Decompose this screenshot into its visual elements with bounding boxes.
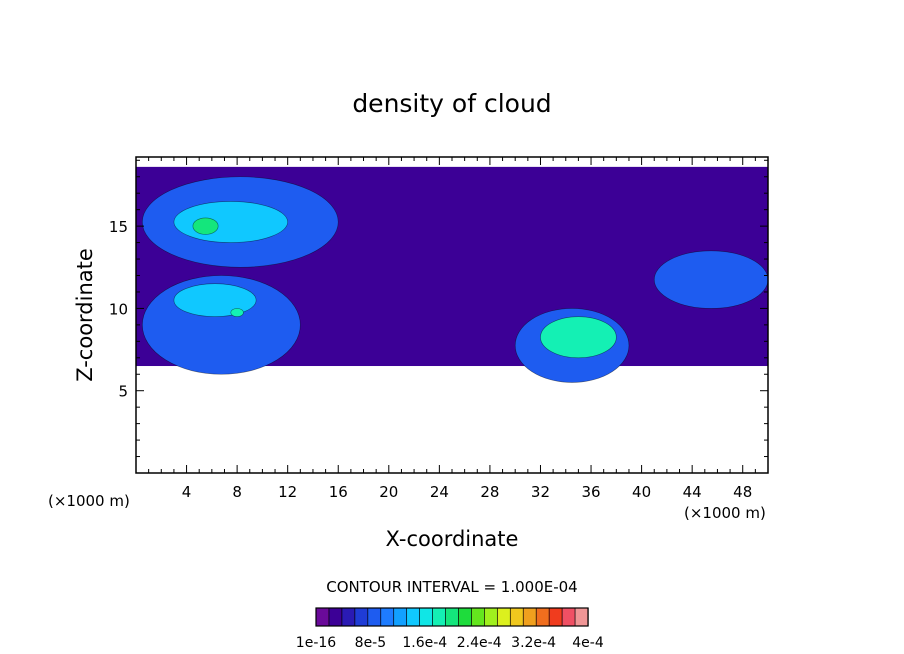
x-tick-label: 40 bbox=[632, 483, 651, 501]
x-tick-label: 44 bbox=[683, 483, 702, 501]
colorbar-swatch bbox=[328, 607, 343, 627]
colorbar-swatch bbox=[471, 607, 486, 627]
chart-title: density of cloud bbox=[352, 89, 551, 118]
cloud-region bbox=[230, 308, 244, 317]
colorbar-swatch bbox=[380, 607, 395, 627]
cloud-region bbox=[173, 283, 257, 317]
colorbar-tick-label: 8e-5 bbox=[355, 635, 386, 651]
x-tick-label: 28 bbox=[480, 483, 499, 501]
cloud-region bbox=[540, 316, 617, 359]
colorbar-swatch bbox=[445, 607, 460, 627]
colorbar-swatch bbox=[406, 607, 421, 627]
colorbar-tick-label: 3.2e-4 bbox=[511, 635, 556, 651]
y-axis-label: Z-coordinate bbox=[73, 248, 97, 382]
colorbar-swatch bbox=[315, 607, 330, 627]
x-tick-label: 12 bbox=[278, 483, 297, 501]
colorbar-swatch bbox=[509, 607, 524, 627]
colorbar-swatch bbox=[432, 607, 447, 627]
x-unit-left: (×1000 m) bbox=[48, 492, 130, 510]
x-tick-label: 36 bbox=[581, 483, 600, 501]
colorbar-swatch bbox=[354, 607, 369, 627]
x-tick-label: 8 bbox=[232, 483, 242, 501]
colorbar-tick-label: 1e-16 bbox=[296, 635, 336, 651]
colorbar-swatch bbox=[484, 607, 498, 627]
x-axis-label: X-coordinate bbox=[386, 527, 519, 551]
x-tick-label: 48 bbox=[733, 483, 752, 501]
x-tick-label: 20 bbox=[379, 483, 398, 501]
cloud-region bbox=[173, 201, 288, 243]
contour-interval: CONTOUR INTERVAL = 1.000E-04 bbox=[326, 578, 577, 596]
colorbar-tick-label: 4e-4 bbox=[572, 635, 604, 651]
colorbar-frame bbox=[315, 607, 589, 627]
x-tick-label: 24 bbox=[430, 483, 449, 501]
colorbar-swatch bbox=[522, 607, 537, 627]
cloud-region bbox=[192, 217, 219, 235]
colorbar: 1e-16 8e-5 1.6e-4 2.4e-4 3.2e-4 4e-4 bbox=[296, 607, 604, 651]
x-unit-right: (×1000 m) bbox=[684, 504, 766, 522]
colorbar-swatch bbox=[535, 607, 550, 627]
y-tick-label: 15 bbox=[109, 218, 128, 236]
colorbar-swatch bbox=[458, 607, 473, 627]
x-tick-label: 32 bbox=[531, 483, 550, 501]
cloud-region bbox=[653, 250, 769, 309]
y-tick-label: 10 bbox=[109, 300, 128, 318]
y-tick-label: 5 bbox=[118, 383, 128, 401]
x-tick-label: 16 bbox=[329, 483, 348, 501]
colorbar-tick-label: 1.6e-4 bbox=[402, 635, 447, 651]
colorbar-swatch bbox=[367, 607, 382, 627]
colorbar-swatch bbox=[574, 607, 589, 627]
colorbar-swatch bbox=[561, 607, 576, 627]
colorbar-tick-label: 2.4e-4 bbox=[457, 635, 502, 651]
colorbar-swatch bbox=[548, 607, 563, 627]
colorbar-swatch bbox=[393, 607, 408, 627]
colorbar-swatch bbox=[341, 607, 356, 627]
colorbar-swatch bbox=[496, 607, 511, 627]
x-tick-label: 4 bbox=[182, 483, 192, 501]
colorbar-swatch bbox=[419, 607, 434, 627]
